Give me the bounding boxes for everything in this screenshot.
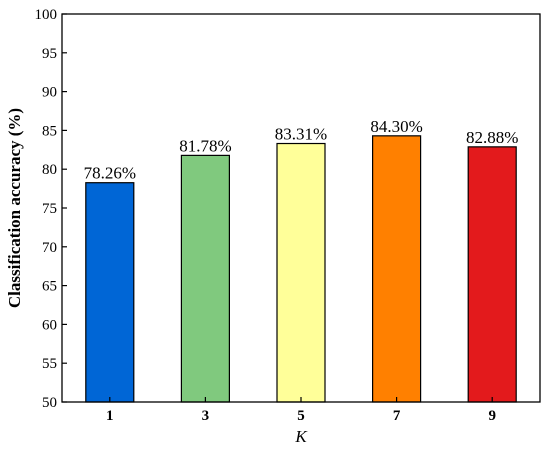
y-tick-label: 70 [42, 240, 57, 256]
y-tick-label: 80 [42, 162, 57, 178]
bar-value-label: 84.30% [370, 117, 422, 136]
y-tick-label: 95 [42, 46, 57, 62]
bar [180, 154, 230, 403]
bar [372, 135, 422, 403]
y-tick-label: 90 [42, 85, 57, 101]
bar-value-label: 78.26% [84, 164, 136, 183]
y-tick-label: 65 [42, 279, 57, 295]
x-tick-label: 5 [297, 408, 305, 424]
bars [85, 135, 517, 403]
y-axis: 50 55 60 65 70 75 80 85 90 95 100 [35, 7, 67, 411]
x-tick-label: 3 [202, 408, 210, 424]
y-tick-label: 60 [42, 317, 57, 333]
y-tick-label: 85 [42, 123, 57, 139]
y-axis-label: Classification accuracy (%) [5, 108, 24, 308]
bar-value-label: 81.78% [179, 136, 231, 155]
x-tick-label: 9 [488, 408, 496, 424]
y-tick-label: 100 [35, 7, 58, 23]
data-labels: 78.26% 81.78% 83.31% 84.30% 82.88% [84, 117, 519, 183]
x-tick-label: 1 [106, 408, 114, 424]
y-tick-label: 75 [42, 201, 57, 217]
y-tick-label: 55 [42, 356, 57, 372]
x-axis: 1 3 5 7 9 [106, 397, 496, 424]
bar [85, 182, 135, 403]
x-axis-label: K [294, 427, 308, 446]
bar-value-label: 83.31% [275, 125, 327, 144]
bar [467, 146, 517, 403]
bar-value-label: 82.88% [466, 128, 518, 147]
y-tick-label: 50 [42, 395, 57, 411]
x-tick-label: 7 [393, 408, 401, 424]
bar [276, 142, 326, 403]
